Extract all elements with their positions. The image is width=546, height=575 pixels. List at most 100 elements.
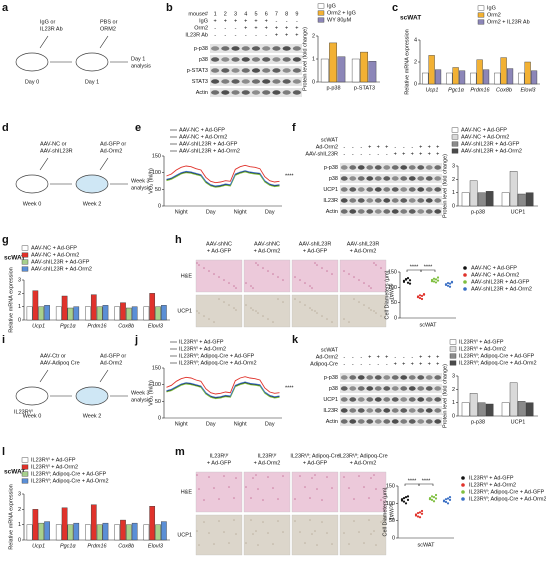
texture [375, 544, 377, 546]
treatment-label: IgG [199, 18, 208, 24]
y-axis-label: VO₂ (ml/h) [148, 380, 154, 406]
band [221, 68, 230, 73]
texture [282, 475, 284, 477]
texture [316, 312, 318, 314]
point [408, 279, 412, 282]
x-tick-label: Elovl3 [521, 87, 537, 93]
row-label: H&E [181, 489, 193, 495]
legend-label: Orm2 [487, 12, 501, 18]
point [430, 278, 434, 282]
treatment-sign: + [224, 18, 227, 24]
band [434, 419, 442, 424]
point [446, 502, 450, 505]
treatment-sign: + [285, 25, 288, 31]
texture [326, 318, 328, 320]
treatment-sign: - [245, 32, 247, 38]
y-tick-label: 0 [394, 315, 397, 321]
texture [257, 312, 259, 314]
band [241, 57, 250, 62]
band [292, 68, 301, 73]
band [374, 419, 382, 424]
band [434, 408, 442, 413]
legend-label: AAV-NC + Ad-GFP [31, 245, 77, 251]
band [340, 165, 348, 170]
texture [255, 262, 257, 264]
texture [358, 475, 360, 477]
band [383, 386, 391, 391]
band [434, 165, 442, 170]
y-tick-label: 50 [155, 187, 161, 193]
point [418, 294, 422, 297]
bar [428, 55, 435, 85]
blot-strip [340, 395, 442, 404]
band [349, 386, 357, 391]
band [391, 386, 399, 391]
band [272, 57, 281, 62]
treatment-sign: - [360, 144, 362, 150]
lane-number: 5 [254, 11, 257, 17]
texture [368, 307, 370, 309]
texture [235, 477, 237, 479]
y-tick-label: 50 [155, 399, 161, 405]
band [231, 46, 240, 51]
blot-header: mouse# [188, 11, 209, 17]
legend-swatch [461, 476, 465, 480]
texture [228, 542, 230, 544]
syringe [99, 157, 109, 171]
column-label: + Ad-Orm2 [350, 248, 377, 254]
injection-label: Ad-GFP or [100, 141, 126, 147]
legend-label: AAV-NC + Ad-Orm2 [461, 134, 509, 140]
y-axis-label: Cell Diameters (μm) [382, 487, 388, 536]
texture [314, 310, 316, 312]
texture [257, 264, 259, 266]
texture [331, 487, 333, 489]
band [408, 165, 416, 170]
texture [370, 287, 372, 289]
treatment-sign: + [265, 25, 268, 31]
syringe [39, 369, 49, 383]
texture [368, 497, 370, 499]
line [166, 376, 280, 395]
band [231, 57, 240, 62]
texture [233, 497, 235, 499]
band [221, 90, 230, 95]
point [432, 495, 436, 499]
band [272, 79, 281, 84]
texture [252, 477, 254, 479]
band [282, 79, 291, 84]
legend-swatch [463, 266, 467, 270]
band [349, 375, 357, 380]
band [340, 375, 348, 380]
treatment-sign: - [276, 18, 278, 24]
micrograph [339, 514, 387, 556]
blot-title: scWAT [321, 347, 339, 353]
treatment-sign: - [255, 32, 257, 38]
point [418, 511, 422, 514]
y-tick-label: 2 [452, 387, 455, 393]
texture [304, 282, 306, 284]
blot-strip [340, 196, 442, 205]
band [211, 90, 220, 95]
legend-label: Orm2 + IgG [327, 10, 356, 16]
bar [26, 524, 33, 541]
texture [250, 285, 252, 287]
band [349, 187, 357, 192]
band [262, 68, 271, 73]
legend-swatch [477, 19, 485, 25]
texture [213, 543, 215, 545]
legend-label: AAV-NC + Ad-Orm2 [471, 272, 519, 278]
treatment-sign: - [343, 144, 345, 150]
x-tick-label: Cox8b [118, 543, 134, 549]
treatment-sign: - [352, 354, 354, 360]
legend-label: IL23Rᶠ/ᶠ + Ad-GFP [469, 474, 514, 481]
significance: **** [285, 173, 294, 179]
x-tick-label: Night [175, 421, 188, 427]
y-tick-label: 100 [386, 501, 395, 507]
band [434, 198, 442, 203]
mouse [75, 52, 109, 72]
y-tick-label: 2 [414, 59, 417, 65]
legend-label: AAV-shIL23R + Ad-Orm2 [461, 148, 522, 154]
legend-swatch [21, 259, 29, 265]
band [357, 386, 365, 391]
timepoint: Week 2 [83, 201, 102, 207]
